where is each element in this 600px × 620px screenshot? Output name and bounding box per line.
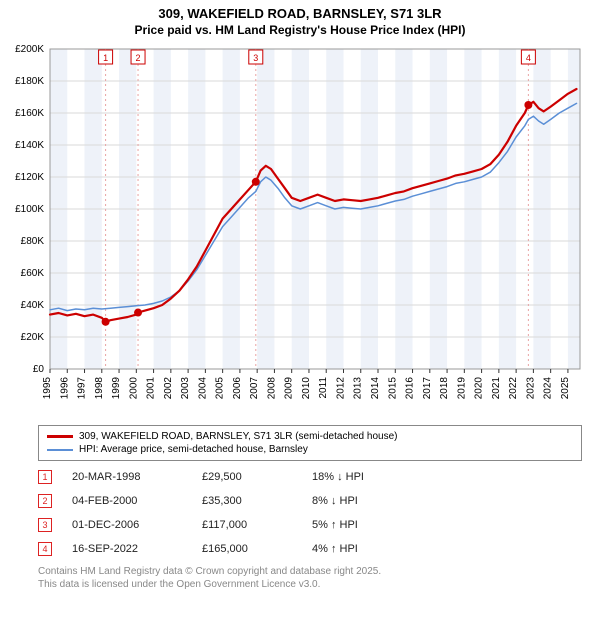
svg-text:1996: 1996 xyxy=(59,377,70,400)
legend-row: 309, WAKEFIELD ROAD, BARNSLEY, S71 3LR (… xyxy=(47,430,573,443)
svg-text:2022: 2022 xyxy=(508,377,519,400)
svg-text:2013: 2013 xyxy=(353,377,364,400)
svg-text:4: 4 xyxy=(526,53,531,63)
transaction-price: £117,000 xyxy=(202,519,292,531)
transaction-row: 1 20-MAR-1998 £29,500 18% ↓ HPI xyxy=(38,465,582,489)
svg-text:£20K: £20K xyxy=(21,332,45,343)
footer-line2: This data is licensed under the Open Gov… xyxy=(38,578,582,591)
svg-text:2003: 2003 xyxy=(180,377,191,400)
svg-text:2002: 2002 xyxy=(163,377,174,400)
transaction-price: £35,300 xyxy=(202,495,292,507)
svg-text:2025: 2025 xyxy=(560,377,571,400)
svg-text:2024: 2024 xyxy=(543,377,554,400)
transactions-table: 1 20-MAR-1998 £29,500 18% ↓ HPI 2 04-FEB-2000… xyxy=(38,465,582,561)
legend-swatch xyxy=(47,435,73,438)
svg-text:2000: 2000 xyxy=(128,377,139,400)
transaction-marker-num: 4 xyxy=(38,542,52,556)
transaction-row: 2 04-FEB-2000 £35,300 8% ↓ HPI xyxy=(38,489,582,513)
transaction-row: 3 01-DEC-2006 £117,000 5% ↑ HPI xyxy=(38,513,582,537)
svg-text:2008: 2008 xyxy=(266,377,277,400)
footer-line1: Contains HM Land Registry data © Crown c… xyxy=(38,565,582,578)
line-chart-svg: £0 £20K £40K £60K £80K £100K £120K £140K £160K £1… xyxy=(0,39,600,419)
svg-text:1997: 1997 xyxy=(77,377,88,400)
svg-text:£120K: £120K xyxy=(15,172,44,183)
title-line1: 309, WAKEFIELD ROAD, BARNSLEY, S71 3LR xyxy=(0,6,600,21)
legend-swatch xyxy=(47,449,73,451)
svg-text:2004: 2004 xyxy=(197,377,208,400)
svg-text:£100K: £100K xyxy=(15,204,44,215)
svg-text:1995: 1995 xyxy=(42,377,53,400)
svg-text:£180K: £180K xyxy=(15,76,44,87)
svg-text:2015: 2015 xyxy=(387,377,398,400)
svg-text:2001: 2001 xyxy=(146,377,157,400)
transaction-hpi-diff: 5% ↑ HPI xyxy=(312,519,402,531)
svg-text:2005: 2005 xyxy=(215,377,226,400)
svg-text:£200K: £200K xyxy=(15,44,44,55)
transaction-marker-num: 2 xyxy=(38,494,52,508)
legend: 309, WAKEFIELD ROAD, BARNSLEY, S71 3LR (… xyxy=(38,425,582,461)
transaction-date: 16-SEP-2022 xyxy=(72,543,182,555)
transaction-date: 20-MAR-1998 xyxy=(72,471,182,483)
svg-text:2020: 2020 xyxy=(474,377,485,400)
transaction-marker-num: 3 xyxy=(38,518,52,532)
svg-text:2009: 2009 xyxy=(284,377,295,400)
legend-label: HPI: Average price, semi-detached house,… xyxy=(79,444,308,455)
svg-text:£40K: £40K xyxy=(21,300,45,311)
svg-text:2014: 2014 xyxy=(370,377,381,400)
svg-text:1998: 1998 xyxy=(94,377,105,400)
chart-area: £0 £20K £40K £60K £80K £100K £120K £140K £160K £1… xyxy=(0,39,600,419)
svg-text:2021: 2021 xyxy=(491,377,502,400)
transaction-marker-num: 1 xyxy=(38,470,52,484)
svg-text:2012: 2012 xyxy=(335,377,346,400)
svg-text:2007: 2007 xyxy=(249,377,260,400)
svg-text:2019: 2019 xyxy=(456,377,467,400)
svg-text:£0: £0 xyxy=(33,364,45,375)
svg-text:£160K: £160K xyxy=(15,108,44,119)
svg-text:2023: 2023 xyxy=(525,377,536,400)
legend-label: 309, WAKEFIELD ROAD, BARNSLEY, S71 3LR (… xyxy=(79,431,397,442)
svg-text:£60K: £60K xyxy=(21,268,45,279)
svg-text:2: 2 xyxy=(136,53,141,63)
svg-text:2016: 2016 xyxy=(405,377,416,400)
svg-text:3: 3 xyxy=(253,53,258,63)
transaction-price: £29,500 xyxy=(202,471,292,483)
svg-text:2006: 2006 xyxy=(232,377,243,400)
svg-text:2010: 2010 xyxy=(301,377,312,400)
transaction-row: 4 16-SEP-2022 £165,000 4% ↑ HPI xyxy=(38,537,582,561)
transaction-date: 04-FEB-2000 xyxy=(72,495,182,507)
svg-text:£140K: £140K xyxy=(15,140,44,151)
transaction-hpi-diff: 18% ↓ HPI xyxy=(312,471,402,483)
svg-text:2011: 2011 xyxy=(318,377,329,399)
title-line2: Price paid vs. HM Land Registry's House … xyxy=(0,23,600,37)
transaction-price: £165,000 xyxy=(202,543,292,555)
svg-text:£80K: £80K xyxy=(21,236,45,247)
legend-row: HPI: Average price, semi-detached house,… xyxy=(47,443,573,456)
svg-text:2018: 2018 xyxy=(439,377,450,400)
transaction-date: 01-DEC-2006 xyxy=(72,519,182,531)
svg-text:1: 1 xyxy=(103,53,108,63)
footer-attribution: Contains HM Land Registry data © Crown c… xyxy=(38,565,582,591)
transaction-hpi-diff: 8% ↓ HPI xyxy=(312,495,402,507)
svg-text:2017: 2017 xyxy=(422,377,433,400)
chart-title-block: 309, WAKEFIELD ROAD, BARNSLEY, S71 3LR P… xyxy=(0,0,600,39)
svg-text:1999: 1999 xyxy=(111,377,122,400)
transaction-hpi-diff: 4% ↑ HPI xyxy=(312,543,402,555)
